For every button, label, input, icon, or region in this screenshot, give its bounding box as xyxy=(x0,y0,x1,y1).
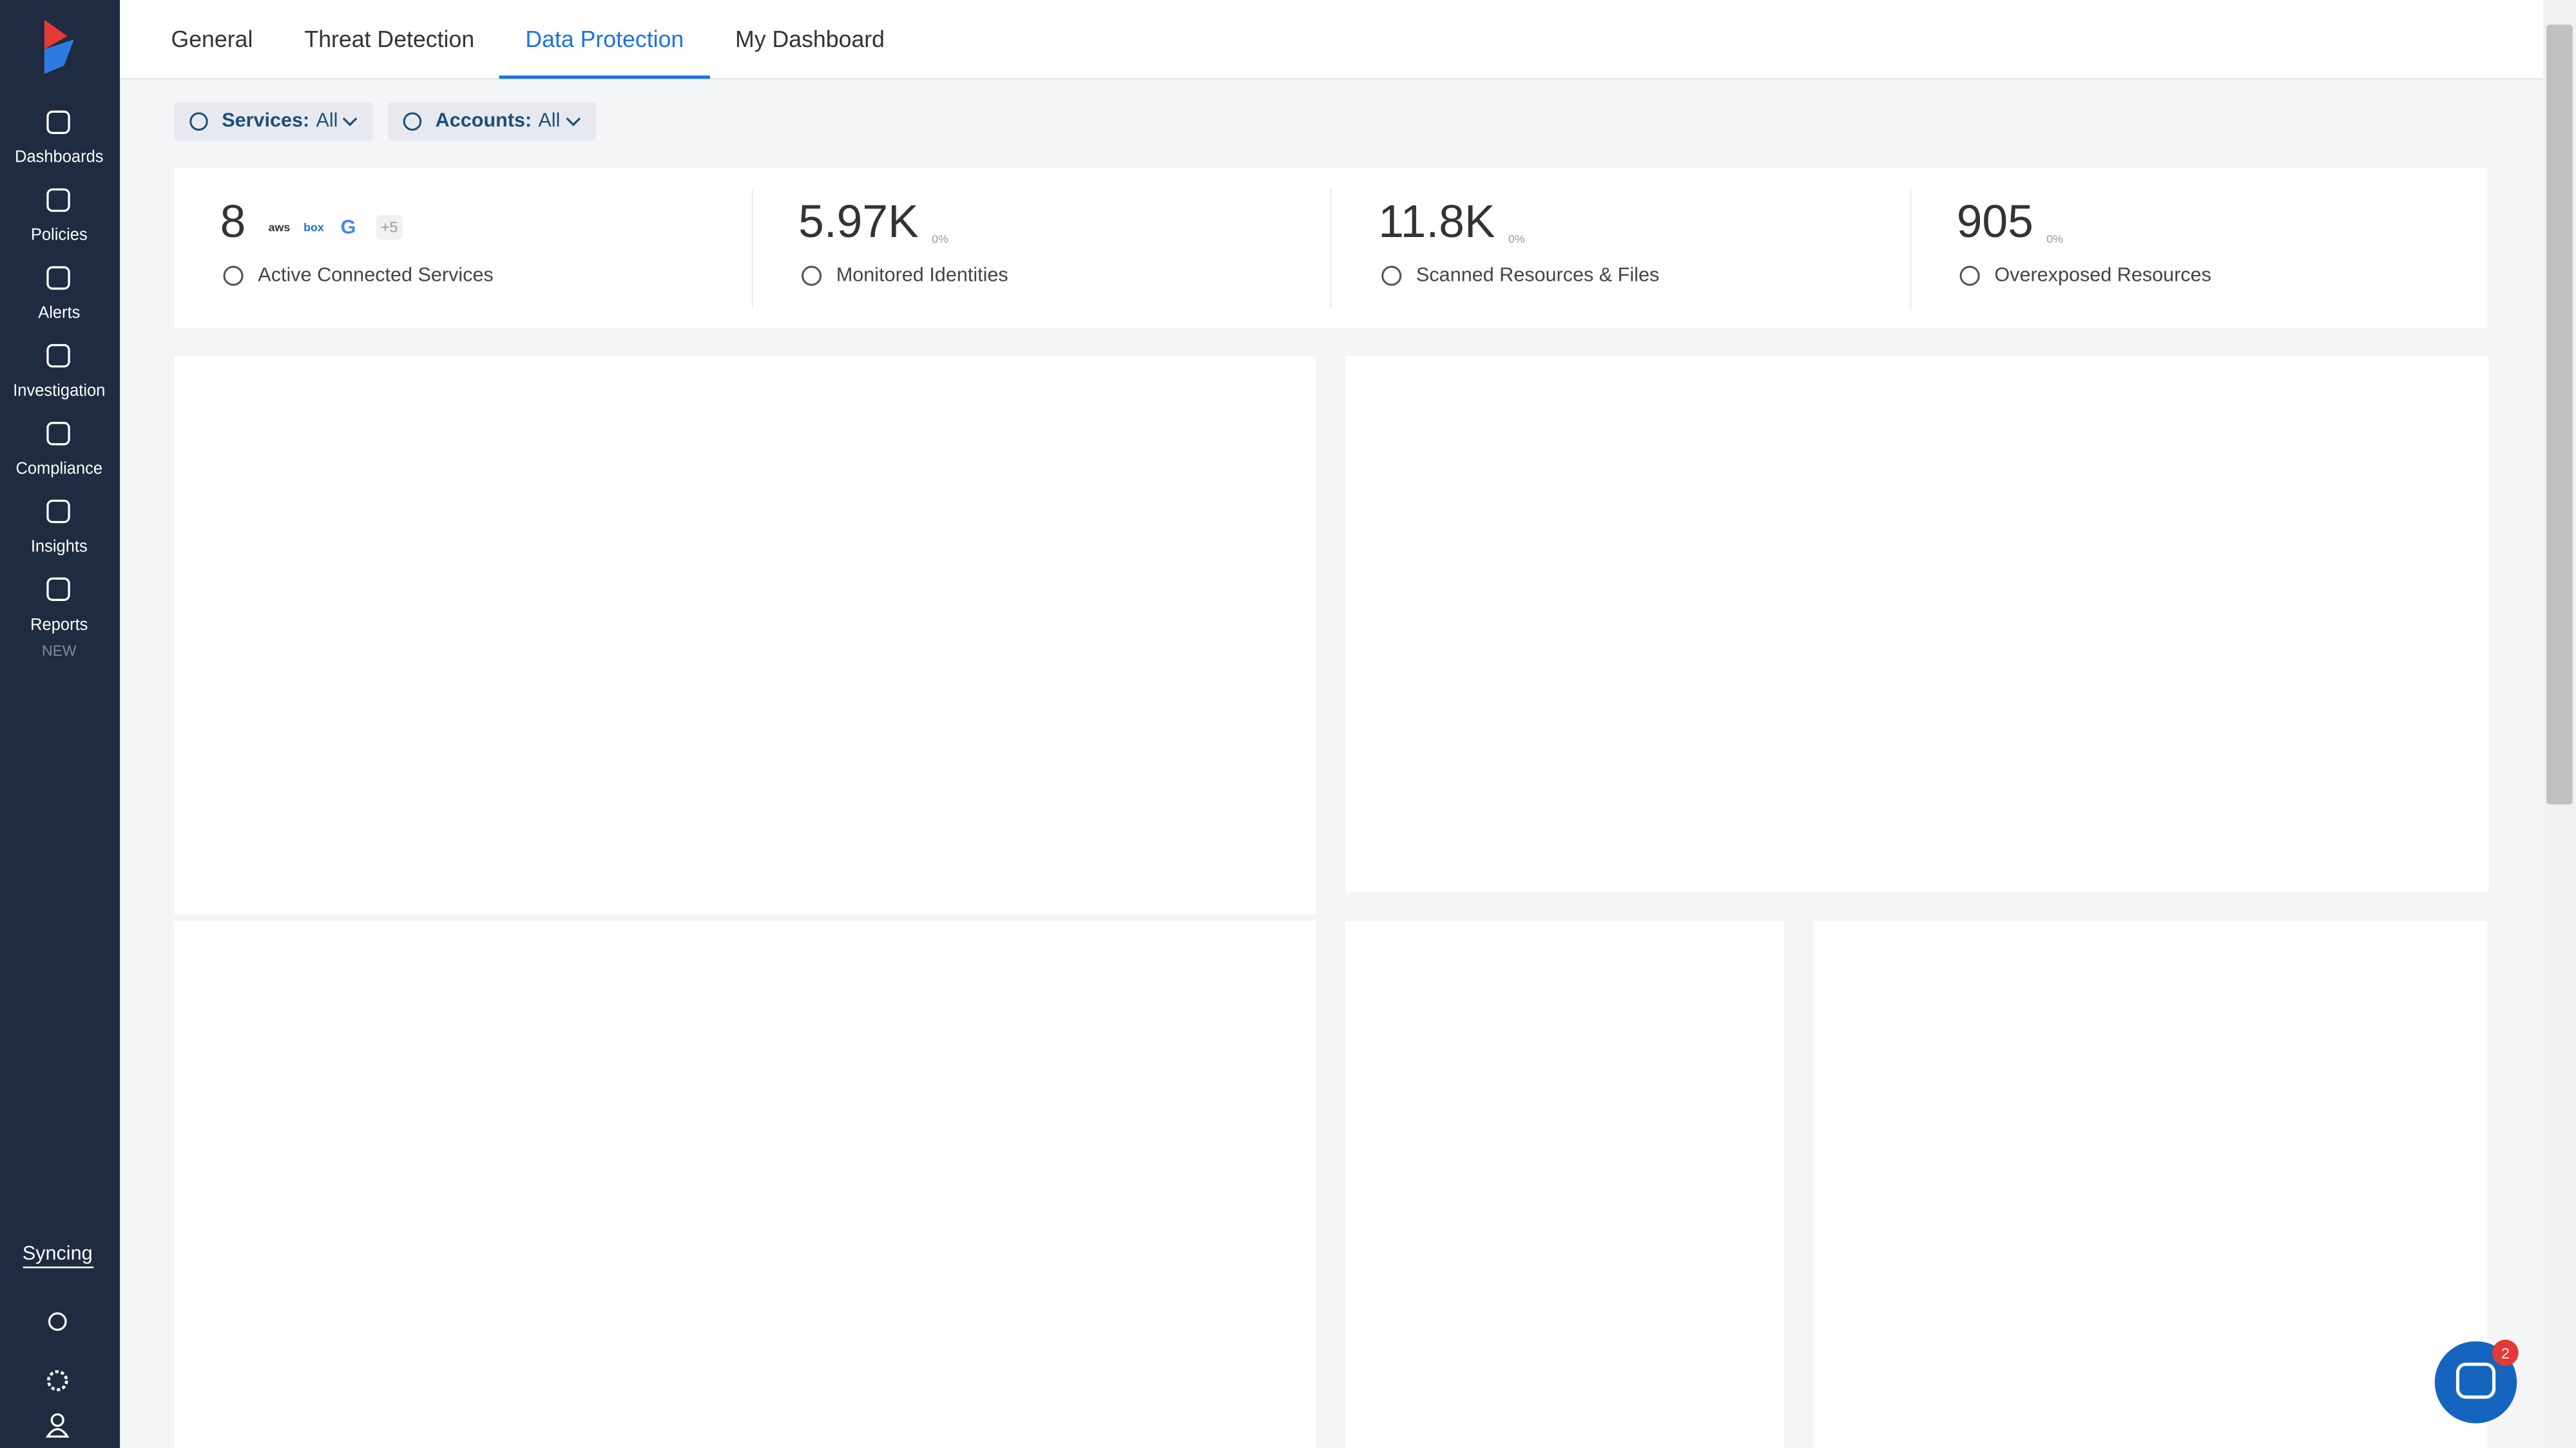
stat-change: 0% xyxy=(2046,233,2063,245)
service-icon: box xyxy=(303,221,324,234)
sync-status[interactable]: Syncing xyxy=(23,1242,93,1264)
logo xyxy=(44,39,74,74)
user-icon xyxy=(45,1428,70,1438)
chat-badge-count: 2 xyxy=(2501,1345,2510,1362)
card xyxy=(1345,920,1785,1448)
card xyxy=(1345,356,2489,891)
stat-label: Overexposed Resources xyxy=(1994,263,2211,285)
card xyxy=(174,356,1316,915)
sidebar-label: Investigation xyxy=(13,382,105,400)
sidebar-icon xyxy=(46,499,70,524)
sidebar-icon xyxy=(46,577,70,601)
user-icon[interactable] xyxy=(50,1413,64,1427)
sidebar-icon xyxy=(46,266,70,290)
chat-launcher[interactable]: 2 xyxy=(2434,1339,2519,1424)
filter-value: All xyxy=(538,110,560,131)
filter-icon xyxy=(189,112,208,131)
stat-change: 0% xyxy=(1508,233,1525,245)
service-icon: aws xyxy=(269,221,291,234)
filter-dropdown[interactable]: Accounts: All xyxy=(387,102,597,142)
filter-label: Accounts: xyxy=(436,110,532,131)
stat-value: 905 xyxy=(1957,196,2033,247)
stats-card: 8 aws box G +5 Active Connected Services 5.97K… xyxy=(174,167,2488,329)
tab-bar-background xyxy=(120,0,2544,79)
tab[interactable]: My Dashboard xyxy=(735,26,885,52)
stat-label: Active Connected Services xyxy=(258,263,493,285)
stat-value: 8 xyxy=(220,196,246,247)
stat-value: 11.8K xyxy=(1378,196,1495,247)
filter-text: Services: All xyxy=(222,110,338,131)
tab[interactable]: Threat Detection xyxy=(304,26,474,52)
sidebar-label: Compliance xyxy=(15,460,102,478)
more-badge xyxy=(376,214,403,240)
stat-icon xyxy=(223,265,244,286)
sidebar-background xyxy=(0,0,120,1448)
chevron xyxy=(566,117,581,127)
stat-icon xyxy=(1959,265,1980,286)
chevron xyxy=(342,117,358,127)
filter-background xyxy=(174,102,373,142)
logo xyxy=(44,19,68,50)
card xyxy=(1813,920,2488,1448)
sidebar-item[interactable]: Compliance xyxy=(15,421,102,478)
sidebar-item[interactable]: Alerts xyxy=(38,266,80,322)
sidebar-icon xyxy=(46,421,70,446)
stat-change: 0% xyxy=(932,233,948,245)
sidebar-icon xyxy=(46,188,70,212)
stat-value: 5.97K xyxy=(798,196,919,247)
sidebar: Dashboards Policies Alerts Investigation Com… xyxy=(0,0,120,1448)
stat-icon xyxy=(1381,265,1402,286)
tab[interactable]: Data Protection xyxy=(525,26,684,52)
sidebar-label: Reports xyxy=(30,616,88,634)
sidebar-item[interactable]: Insights xyxy=(31,499,88,556)
filter-dropdown[interactable]: Services: All xyxy=(174,102,373,142)
search-icon[interactable] xyxy=(48,1312,67,1331)
sidebar-icon xyxy=(46,110,70,135)
scrollbar-thumb xyxy=(2546,24,2573,805)
sidebar-label: Policies xyxy=(31,225,88,243)
tab-bar: General Threat Detection Data Protection My… xyxy=(120,0,2544,80)
sidebar-item[interactable]: Reports xyxy=(30,577,88,634)
settings-icon[interactable] xyxy=(46,1370,68,1391)
sidebar-item[interactable]: Dashboards xyxy=(15,110,104,166)
filter-value: All xyxy=(316,110,338,131)
chat-icon xyxy=(2456,1362,2496,1399)
more-count: +5 xyxy=(381,218,398,235)
stat-icon xyxy=(802,265,822,286)
service-icon: G xyxy=(341,216,356,238)
stat-label: Monitored Identities xyxy=(836,263,1008,285)
filter-label: Services: xyxy=(222,110,309,131)
filter-icon xyxy=(403,112,422,131)
active-tab-indicator xyxy=(499,75,711,79)
sidebar-item[interactable]: Policies xyxy=(31,188,88,243)
sidebar-label: Dashboards xyxy=(15,148,103,166)
stat-label: Scanned Resources & Files xyxy=(1416,263,1659,285)
filter-text: Accounts: All xyxy=(436,110,561,131)
card xyxy=(174,920,1316,1448)
sidebar-label: Alerts xyxy=(38,304,80,322)
filter-background xyxy=(387,102,597,142)
sidebar-item[interactable]: Investigation xyxy=(13,344,105,400)
new-badge: NEW xyxy=(42,642,77,659)
tab[interactable]: General xyxy=(171,26,253,52)
sidebar-icon xyxy=(46,344,70,368)
sidebar-label: Insights xyxy=(31,538,88,556)
chat-badge xyxy=(2492,1339,2519,1366)
